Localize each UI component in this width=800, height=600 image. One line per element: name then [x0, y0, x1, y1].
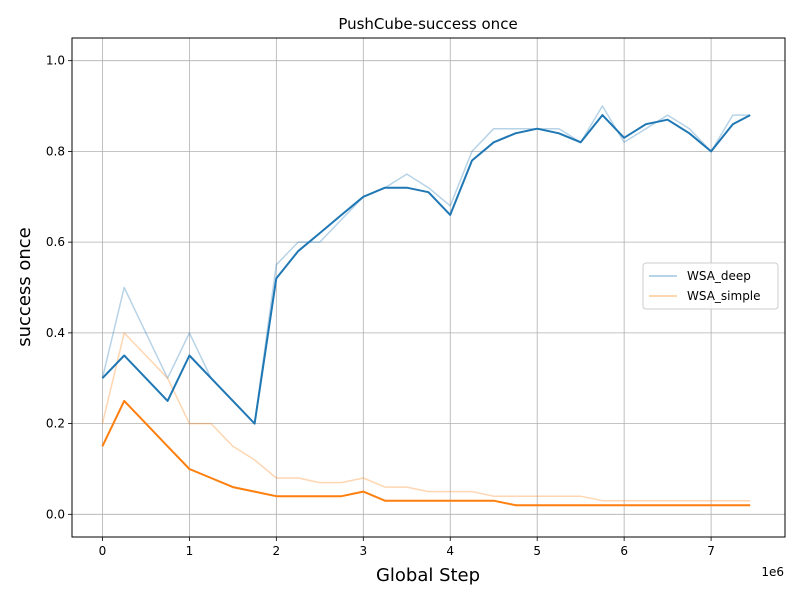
- x-tick-label: 6: [620, 544, 628, 558]
- grid: [72, 38, 785, 537]
- y-axis-title: success once: [14, 227, 35, 347]
- y-tick-label: 0.6: [46, 235, 65, 249]
- x-tick-label: 7: [707, 544, 715, 558]
- x-tick-label: 5: [533, 544, 541, 558]
- series-line-WSA_simple-smoothed: [101, 399, 751, 507]
- y-tick-label: 0.8: [46, 144, 65, 158]
- y-tick-label: 0.4: [46, 326, 65, 340]
- legend-label-WSA_deep: WSA_deep: [687, 269, 751, 283]
- plot-frame: [71, 37, 786, 538]
- x-axis-title: Global Step: [376, 565, 480, 586]
- x-tick-label: 0: [99, 544, 107, 558]
- series-layer: [101, 105, 751, 507]
- y-tick-label: 0.0: [46, 507, 65, 521]
- x-tick-label: 4: [446, 544, 454, 558]
- legend-label-WSA_simple: WSA_simple: [687, 289, 761, 303]
- series-line-WSA_deep-smoothed: [101, 114, 751, 425]
- x-tick-label: 1: [186, 544, 194, 558]
- x-offset-label: 1e6: [761, 565, 784, 579]
- legend-box: [642, 262, 779, 310]
- legend: WSA_deep WSA_simple: [642, 262, 779, 310]
- x-axis: 0 1 2 3 4 5 6 7: [99, 537, 715, 558]
- y-axis: 0.0 0.2 0.4 0.6 0.8 1.0: [46, 54, 72, 521]
- x-tick-label: 2: [273, 544, 281, 558]
- x-tick-label: 3: [359, 544, 367, 558]
- chart-title: PushCube-success once: [338, 15, 517, 33]
- y-tick-label: 1.0: [46, 54, 65, 68]
- series-line-WSA_simple-raw: [101, 332, 751, 502]
- y-tick-label: 0.2: [46, 417, 65, 431]
